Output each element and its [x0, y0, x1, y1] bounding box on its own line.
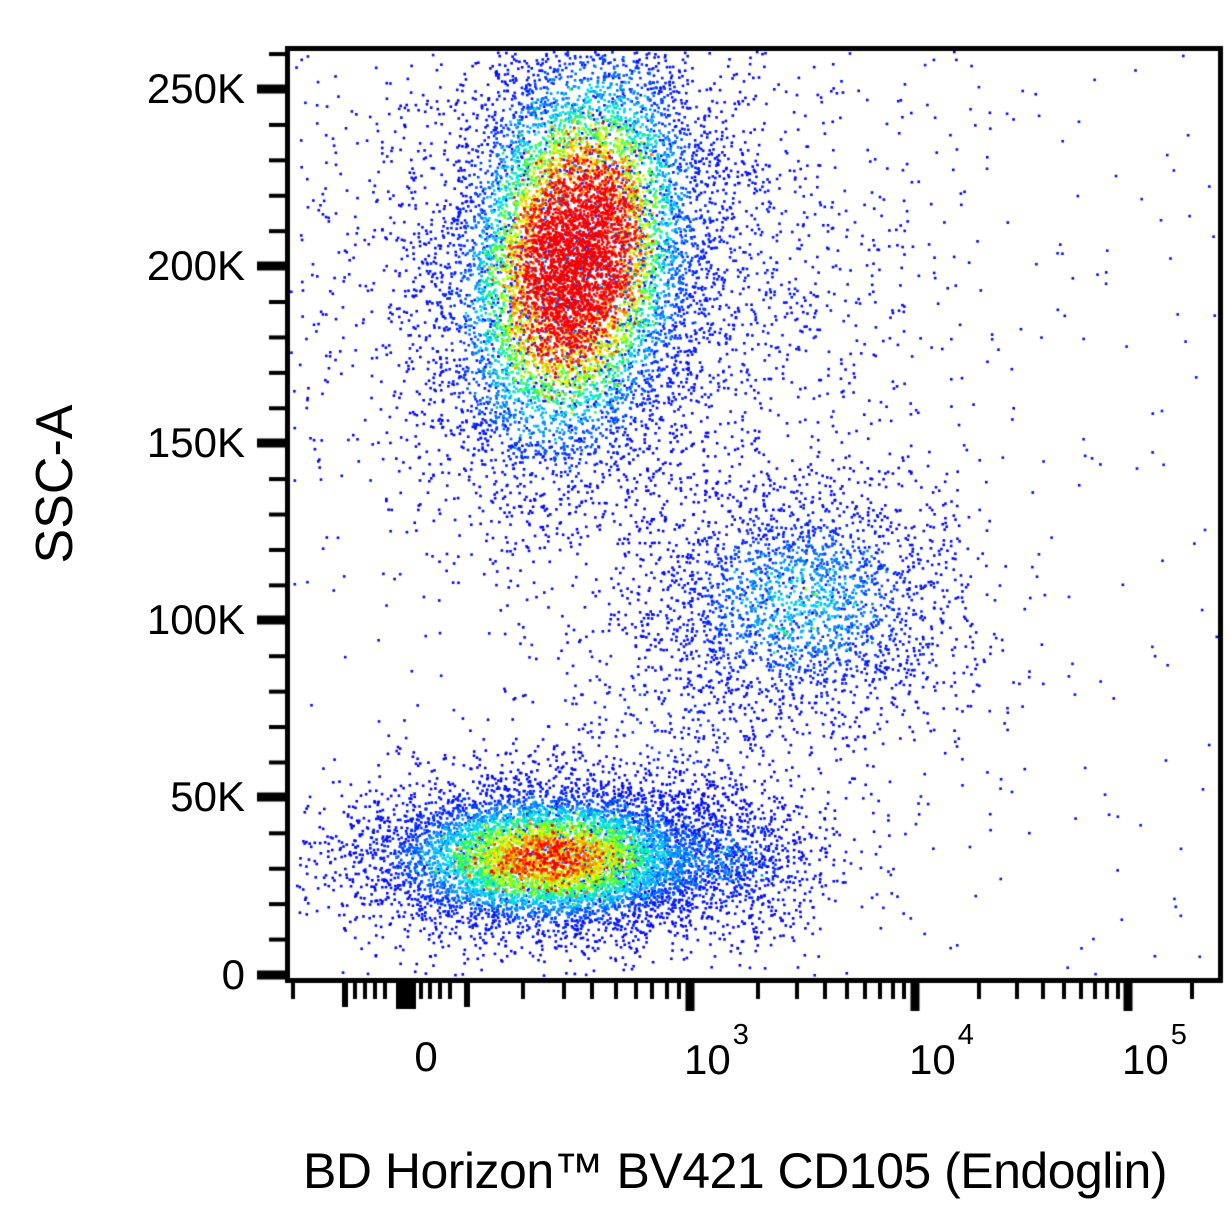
x-axis-title: BD Horizon™ BV421 CD105 (Endoglin) — [303, 1143, 1167, 1199]
x-tick-label-105: 105 — [1122, 1019, 1187, 1083]
x-tick-label-0: 0 — [414, 1033, 438, 1080]
y-tick-label-150K: 150K — [146, 419, 245, 466]
x-tick-label-104: 104 — [909, 1019, 974, 1083]
y-tick-label-250K: 250K — [146, 65, 245, 112]
y-axis-title: SSC-A — [26, 404, 84, 564]
y-tick-label-100K: 100K — [146, 596, 245, 643]
y-tick-label-200K: 200K — [146, 242, 245, 289]
x-tick-label-103: 103 — [684, 1019, 749, 1083]
y-tick-label-0: 0 — [221, 951, 245, 998]
y-tick-label-50K: 50K — [170, 773, 245, 820]
